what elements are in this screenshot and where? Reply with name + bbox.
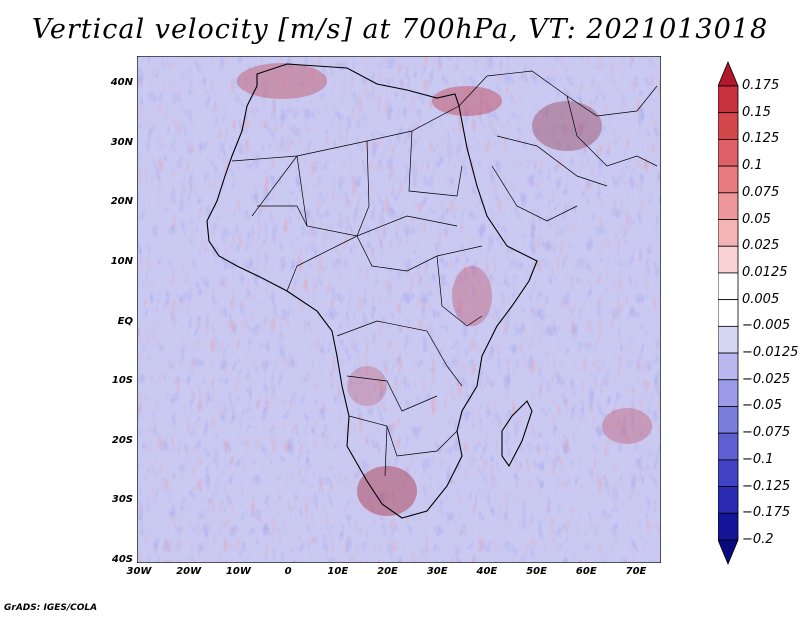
lon-tick-label: 0 <box>284 566 292 577</box>
lon-tick-label: 10W <box>225 566 251 577</box>
colorbar-level-label: 0.1 <box>742 158 763 174</box>
colorbar-swatch <box>718 379 739 407</box>
colorbar-level-label: −0.005 <box>742 318 791 334</box>
map-panel <box>137 56 661 563</box>
colorbar-level-label: −0.05 <box>742 398 782 414</box>
colorbar-level-label: 0.075 <box>742 184 780 200</box>
colorbar-level-label: −0.125 <box>742 478 791 494</box>
colorbar-swatch <box>718 432 739 461</box>
colorbar-level-label: 0.125 <box>742 131 780 147</box>
lon-tick-label: 20E <box>377 566 398 577</box>
lon-tick-label: 40E <box>476 566 498 577</box>
strong-ascent-areas <box>237 63 652 516</box>
lat-tick-label: 20N <box>110 196 133 208</box>
colorbar-level-label: 0.15 <box>742 104 771 120</box>
vertical-velocity-map <box>137 56 661 563</box>
colorbar-swatch <box>718 486 739 514</box>
lon-tick-label: 70E <box>625 566 647 577</box>
colorbar-level-label: −0.1 <box>742 451 774 467</box>
colorbar-level-label: 0.175 <box>742 78 780 93</box>
colorbar-swatch <box>718 245 739 274</box>
colorbar-level-label: 0.05 <box>742 211 771 227</box>
colorbar-level-label: 0.025 <box>742 238 780 254</box>
colorbar-swatch <box>718 406 739 434</box>
lon-tick-label: 50E <box>526 566 547 577</box>
lat-tick-label: 30S <box>111 494 133 506</box>
colorbar-swatch <box>718 85 739 114</box>
colorbar-level-label: −0.025 <box>742 371 791 387</box>
lat-tick-label: 10S <box>111 375 133 387</box>
credit-footer: GrADS: IGES/COLA <box>4 603 98 613</box>
lat-tick-label: 40N <box>110 77 133 88</box>
lat-tick-label: 20S <box>111 434 133 446</box>
lon-tick-label: 10E <box>327 566 349 577</box>
madagascar-outline <box>501 400 533 468</box>
colorbar-swatch <box>718 139 739 167</box>
colorbar-level-label: −0.175 <box>742 505 791 521</box>
colorbar-swatch <box>718 299 739 327</box>
africa-coastline <box>206 63 538 519</box>
colorbar-swatch <box>718 352 739 381</box>
map-title: Vertical velocity [m/s] at 700hPa, VT: 2… <box>31 14 769 45</box>
lat-tick-label: 40S <box>111 554 133 565</box>
lat-tick-label: 10N <box>110 255 133 267</box>
colorbar-swatch <box>718 459 739 487</box>
colorbar-level-label: −0.2 <box>742 532 774 547</box>
lat-tick-label: 30N <box>110 136 133 148</box>
colorbar-swatch <box>718 539 739 566</box>
colorbar-swatch <box>718 325 739 354</box>
country-borders <box>231 70 658 477</box>
colorbar <box>718 60 739 566</box>
lon-tick-label: 30W <box>126 566 152 577</box>
colorbar-swatch <box>718 112 739 140</box>
lon-tick-label: 30E <box>426 566 448 577</box>
colorbar-swatch <box>718 272 739 301</box>
colorbar-swatch <box>718 512 739 541</box>
colorbar-level-label: 0.0125 <box>742 264 788 280</box>
colorbar-swatch <box>718 219 739 247</box>
colorbar-level-label: −0.075 <box>742 425 791 441</box>
colorbar-swatch <box>718 192 739 220</box>
lon-tick-label: 60E <box>575 566 597 577</box>
colorbar-swatch <box>718 60 739 87</box>
lat-tick-label: EQ <box>117 315 133 327</box>
lon-tick-label: 20W <box>176 566 202 577</box>
ascent-pattern <box>137 56 661 563</box>
colorbar-level-label: −0.0125 <box>742 345 799 361</box>
colorbar-swatch <box>718 165 739 194</box>
colorbar-level-label: 0.005 <box>742 291 780 307</box>
